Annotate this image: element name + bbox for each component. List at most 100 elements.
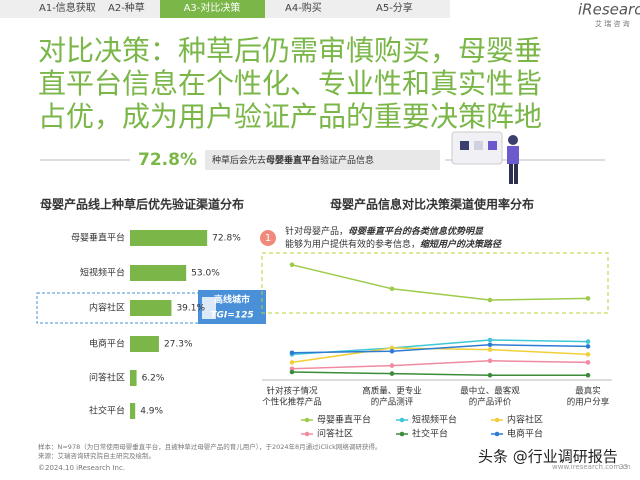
annotation-line: 能够为用户提供有效的参考信息，缩短用户的决策路径 (285, 238, 502, 250)
badge-text: TGI=125 (210, 311, 253, 321)
point (585, 296, 591, 301)
point (289, 360, 295, 365)
nav-tab: A3-对比决策 (184, 1, 241, 14)
series-line (291, 347, 589, 364)
logo-subtitle: 艾 瑞 咨 询 (595, 19, 630, 28)
legend-label: 内容社区 (507, 414, 543, 426)
bar (130, 300, 172, 316)
value-label: 39.1% (176, 304, 205, 314)
point (389, 345, 395, 351)
point (487, 297, 493, 303)
annotation-box (261, 252, 609, 314)
point (389, 363, 395, 368)
x-tick-label: 的产品测评 (371, 397, 414, 408)
legend-marker (399, 431, 405, 437)
highlight-value: 72.8% (138, 150, 197, 170)
nav-tab: A2-种草 (108, 1, 145, 14)
series-line (291, 371, 588, 376)
annotation-number: 1 (265, 233, 271, 244)
bar (130, 265, 187, 281)
callout-text: 种草后会先去母婴垂直平台验证产品信息 (212, 154, 374, 166)
category-label: 问答社区 (89, 372, 125, 384)
point (585, 344, 591, 349)
x-tick-label: 的用户分享 (567, 397, 610, 408)
nav-active (160, 0, 265, 18)
point (585, 372, 591, 378)
annotation-part: 针对母婴产品， (285, 225, 348, 237)
x-tick-label: 针对孩子情况 (266, 386, 318, 397)
point (487, 372, 493, 378)
callout-box (205, 150, 440, 170)
page-number: 33 (619, 463, 628, 471)
legend-marker (304, 417, 310, 423)
point (289, 369, 295, 375)
bar (130, 230, 208, 246)
point (585, 352, 591, 357)
headline: 对比决策：种草后仍需审慎购买，母婴垂直平台信息在个性化、专业性和真实性皆占优，成… (38, 34, 543, 133)
category-label: 电商平台 (89, 338, 125, 350)
value-label: 6.2% (142, 374, 165, 384)
point (289, 262, 295, 268)
bar (130, 336, 159, 352)
nav-tab: A4-购买 (285, 1, 322, 14)
annotation-part: 母婴垂直平台的各类信息优势明显 (348, 226, 484, 237)
point (389, 286, 395, 292)
category-label: 内容社区 (89, 302, 125, 314)
bar (130, 370, 137, 386)
legend-marker (494, 417, 500, 423)
x-tick-label: 最真实 (575, 386, 601, 397)
point (585, 339, 591, 344)
point (487, 358, 493, 364)
point (487, 342, 493, 348)
legend-label: 电商平台 (507, 428, 543, 440)
badge-text: 高线城市 (214, 294, 250, 306)
chart-title: 母婴产品线上种草后优先验证渠道分布 (40, 197, 244, 212)
chart-title: 母婴产品信息对比决策渠道使用率分布 (330, 197, 534, 212)
point (289, 366, 295, 372)
legend-marker (399, 417, 405, 423)
legend-label: 社交平台 (412, 428, 448, 440)
value-label: 53.0% (191, 269, 220, 279)
callout-part: 种草后会先去 (212, 154, 266, 166)
series-line (291, 264, 589, 301)
value-label: 4.9% (140, 407, 163, 417)
series-line (291, 339, 589, 356)
series-line (291, 360, 589, 370)
value-label: 27.3% (164, 340, 193, 350)
annotation-part: 缩短用户的决策路径 (420, 239, 502, 250)
site: www.iresearch.com.cn (552, 463, 631, 471)
legend-label: 问答社区 (317, 428, 353, 440)
annotation-part: 能够为用户提供有效的参考信息， (285, 238, 420, 250)
value-label: 72.8% (212, 234, 241, 244)
point (389, 371, 395, 376)
category-label: 社交平台 (89, 405, 125, 417)
point (487, 347, 493, 352)
point (487, 337, 493, 343)
annotation-number-badge (260, 230, 276, 246)
logo: iResearch (578, 1, 640, 19)
callout-part: 母婴垂直平台 (266, 154, 320, 166)
category-label: 母婴垂直平台 (71, 232, 125, 244)
watermark: 头条 @行业调研报告 (478, 448, 618, 466)
illustration (451, 131, 519, 184)
category-label: 短视频平台 (80, 267, 125, 279)
legend-marker (304, 431, 310, 437)
copyright: ©2024.10 iResearch Inc. (38, 464, 125, 472)
legend-label: 母婴垂直平台 (317, 414, 371, 426)
nav-tab: A5-分享 (376, 1, 413, 14)
x-tick-label: 最中立、最客观 (460, 386, 520, 397)
x-tick-label: 个性化推荐产品 (262, 397, 322, 408)
annotation-line: 针对母婴产品，母婴垂直平台的各类信息优势明显 (285, 225, 484, 237)
nav-tab: A1-信息获取 (39, 1, 96, 14)
bar (130, 403, 136, 419)
point (389, 348, 395, 354)
badge-icon (202, 297, 216, 319)
x-tick-label: 的产品评价 (469, 397, 512, 408)
legend-label: 短视频平台 (412, 414, 457, 426)
series-line (291, 344, 589, 354)
footnote: 样本：N=978（为日常使用母婴垂直平台，且被种草过母婴产品的育儿用户），于20… (38, 442, 381, 451)
footnote: 来源：艾瑞咨询研究院自主研究及绘制。 (38, 451, 155, 460)
callout-part: 验证产品信息 (320, 154, 374, 166)
